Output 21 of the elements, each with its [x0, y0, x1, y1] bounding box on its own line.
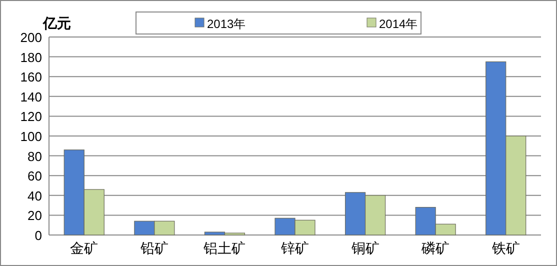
- x-tick-label: 金矿: [70, 240, 98, 256]
- y-tick-label: 20: [28, 208, 42, 224]
- y-tick-label: 180: [20, 50, 42, 65]
- legend-label: 2014年: [379, 17, 418, 31]
- y-tick-label: 80: [28, 148, 42, 164]
- x-tick-label: 锌矿: [280, 240, 309, 256]
- y-tick-label: 160: [20, 70, 42, 85]
- x-tick-label: 铝土矿: [202, 240, 246, 256]
- legend-label: 2013年: [207, 17, 246, 31]
- x-tick-label: 磷矿: [420, 240, 450, 256]
- x-tick-label: 铅矿: [139, 240, 168, 256]
- y-tick-label: 0: [34, 228, 42, 243]
- y-tick-label: 140: [20, 89, 42, 104]
- x-tick-label: 铜矿: [350, 240, 380, 256]
- y-tick-label: 120: [20, 109, 42, 124]
- y-tick-label: 100: [20, 129, 42, 144]
- y-tick-label: 200: [20, 30, 42, 45]
- y-tick-label: 60: [28, 168, 42, 184]
- y-axis-title: 亿元: [42, 15, 71, 31]
- x-tick-label: 铁矿: [490, 240, 520, 256]
- y-tick-label: 40: [28, 188, 42, 204]
